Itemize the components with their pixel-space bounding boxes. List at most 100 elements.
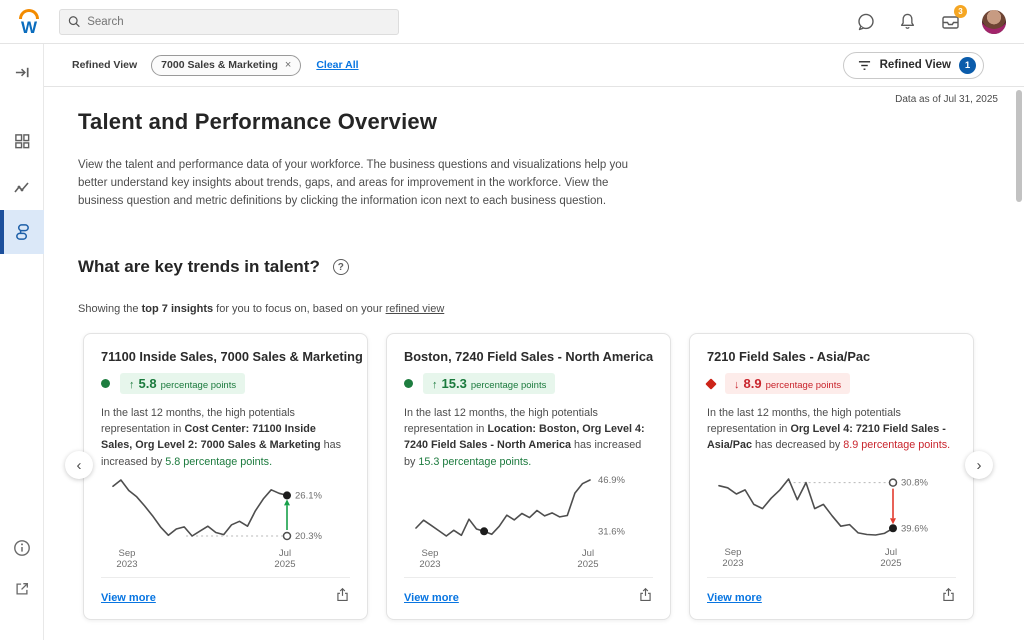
insight-card-asia-pac: 7210 Field Sales - Asia/Pac ↓ 8.9 percen… bbox=[689, 333, 974, 620]
body-middle: has decreased by bbox=[752, 439, 844, 452]
chat-icon[interactable] bbox=[856, 12, 876, 32]
insight-card-inside-sales: 71100 Inside Sales, 7000 Sales & Marketi… bbox=[83, 333, 368, 620]
delta-value: 5.8 bbox=[138, 376, 157, 391]
delta-unit: percentage points bbox=[765, 380, 842, 391]
insights-prefix: Showing the bbox=[78, 303, 142, 315]
trends-icon[interactable] bbox=[0, 166, 44, 210]
carousel-next-button[interactable]: › bbox=[965, 451, 993, 479]
filter-chip-label: 7000 Sales & Marketing bbox=[161, 59, 278, 71]
search-input[interactable] bbox=[87, 15, 390, 28]
body-prefix: In the last 12 months, the high potentia… bbox=[101, 407, 295, 436]
arrow-up-icon: ↑ bbox=[432, 379, 438, 391]
carousel-prev-button[interactable]: ‹ bbox=[65, 451, 93, 479]
body-entity: Cost Center: 71100 Inside Sales, Org Lev… bbox=[101, 423, 321, 452]
svg-text:2023: 2023 bbox=[116, 559, 137, 570]
inbox-icon[interactable]: 3 bbox=[940, 4, 967, 32]
arrow-down-icon: ↓ bbox=[734, 379, 740, 391]
left-sidebar bbox=[0, 44, 44, 640]
svg-text:46.9%: 46.9% bbox=[598, 475, 625, 486]
svg-text:Sep: Sep bbox=[725, 547, 742, 558]
refined-view-count-badge: 1 bbox=[959, 56, 976, 74]
svg-text:Jul: Jul bbox=[279, 548, 291, 559]
card-title: 7210 Field Sales - Asia/Pac bbox=[707, 349, 871, 364]
svg-text:39.6%: 39.6% bbox=[901, 523, 928, 534]
search-icon bbox=[68, 16, 80, 28]
share-icon[interactable] bbox=[941, 587, 956, 608]
svg-text:2025: 2025 bbox=[880, 558, 901, 569]
delta-unit: percentage points bbox=[160, 380, 237, 391]
refined-view-inline-link[interactable]: refined view bbox=[385, 303, 445, 315]
delta-pill: ↓ 8.9 percentage points bbox=[725, 373, 851, 394]
main-content: Data as of Jul 31, 2025 Talent and Perfo… bbox=[44, 86, 1024, 640]
card-body-text: In the last 12 months, the high potentia… bbox=[101, 405, 350, 470]
body-prefix: In the last 12 months, the high potentia… bbox=[707, 407, 901, 436]
card-body-text: In the last 12 months, the high potentia… bbox=[707, 405, 956, 469]
info-icon[interactable] bbox=[13, 539, 31, 562]
insights-middle: for you to focus on, based on your bbox=[213, 303, 386, 315]
page-title: Talent and Performance Overview bbox=[78, 109, 438, 134]
share-icon[interactable] bbox=[638, 587, 653, 608]
dashboard-grid-icon[interactable] bbox=[0, 119, 44, 163]
vertical-scrollbar[interactable] bbox=[1016, 90, 1022, 202]
svg-text:Sep: Sep bbox=[422, 548, 439, 559]
profile-avatar[interactable] bbox=[982, 9, 1006, 34]
delta-unit: percentage points bbox=[470, 380, 547, 391]
body-entity: Location: Boston, Org Level 4: 7240 Fiel… bbox=[404, 423, 645, 452]
filter-funnel-icon bbox=[858, 60, 870, 70]
view-more-link[interactable]: View more bbox=[101, 591, 156, 604]
help-question-icon[interactable]: ? bbox=[332, 259, 349, 275]
delta-value: 8.9 bbox=[743, 376, 762, 391]
page-description: View the talent and performance data of … bbox=[78, 159, 628, 207]
refined-view-button[interactable]: Refined View 1 bbox=[842, 51, 984, 79]
svg-text:Jul: Jul bbox=[582, 548, 594, 559]
filter-chip-sales-marketing[interactable]: 7000 Sales & Marketing × bbox=[151, 54, 302, 76]
sidebar-item-discover-active[interactable] bbox=[0, 210, 44, 254]
workday-logo-arc bbox=[19, 8, 39, 19]
clear-all-link[interactable]: Clear All bbox=[316, 59, 359, 71]
positive-status-dot bbox=[101, 379, 110, 388]
body-prefix: In the last 12 months, the high potentia… bbox=[404, 407, 598, 436]
svg-text:30.8%: 30.8% bbox=[901, 478, 928, 489]
collapse-panel-icon[interactable] bbox=[0, 50, 44, 94]
workday-logo[interactable]: W bbox=[16, 8, 42, 37]
svg-text:2025: 2025 bbox=[577, 559, 598, 570]
svg-text:2023: 2023 bbox=[722, 558, 743, 569]
svg-text:Jul: Jul bbox=[885, 547, 897, 558]
insights-summary: Showing the top 7 insights for you to fo… bbox=[78, 303, 444, 315]
filter-bar: Refined View 7000 Sales & Marketing × Cl… bbox=[44, 44, 1024, 86]
search-bar[interactable] bbox=[59, 8, 399, 35]
svg-text:Sep: Sep bbox=[119, 548, 136, 559]
delta-pill: ↑ 5.8 percentage points bbox=[120, 373, 246, 394]
body-middle: has increased by bbox=[404, 439, 642, 468]
arrow-up-icon: ↑ bbox=[129, 379, 135, 391]
chip-close-icon[interactable]: × bbox=[284, 59, 292, 71]
svg-text:2023: 2023 bbox=[419, 559, 440, 570]
external-link-icon[interactable] bbox=[14, 581, 30, 602]
card-title: 71100 Inside Sales, 7000 Sales & Marketi… bbox=[101, 349, 363, 364]
body-delta: 15.3 percentage points. bbox=[418, 455, 532, 468]
negative-status-diamond bbox=[705, 377, 717, 390]
body-delta: 5.8 percentage points. bbox=[165, 455, 273, 468]
workday-logo-letter: W bbox=[20, 17, 38, 37]
section-heading: What are key trends in talent? bbox=[78, 257, 320, 276]
delta-pill: ↑ 15.3 percentage points bbox=[423, 373, 556, 394]
view-more-link[interactable]: View more bbox=[404, 591, 459, 604]
insight-card-boston-field-sales: Boston, 7240 Field Sales - North America… bbox=[386, 333, 671, 620]
inbox-badge: 3 bbox=[954, 4, 967, 18]
insight-cards-row: 71100 Inside Sales, 7000 Sales & Marketi… bbox=[44, 333, 1024, 623]
positive-status-dot bbox=[404, 379, 413, 388]
top-bar: W 3 bbox=[0, 0, 1024, 44]
refined-view-button-label: Refined View bbox=[879, 59, 951, 71]
share-icon[interactable] bbox=[335, 587, 350, 608]
card-body-text: In the last 12 months, the high potentia… bbox=[404, 405, 653, 470]
insights-count: top 7 insights bbox=[141, 303, 214, 315]
svg-text:31.6%: 31.6% bbox=[598, 526, 625, 537]
refined-view-label: Refined View bbox=[72, 59, 138, 71]
body-entity: Org Level 4: 7210 Field Sales - Asia/Pac bbox=[707, 423, 946, 452]
notifications-bell-icon[interactable] bbox=[898, 12, 918, 32]
view-more-link[interactable]: View more bbox=[707, 591, 762, 604]
card-title: Boston, 7240 Field Sales - North America bbox=[404, 349, 654, 364]
